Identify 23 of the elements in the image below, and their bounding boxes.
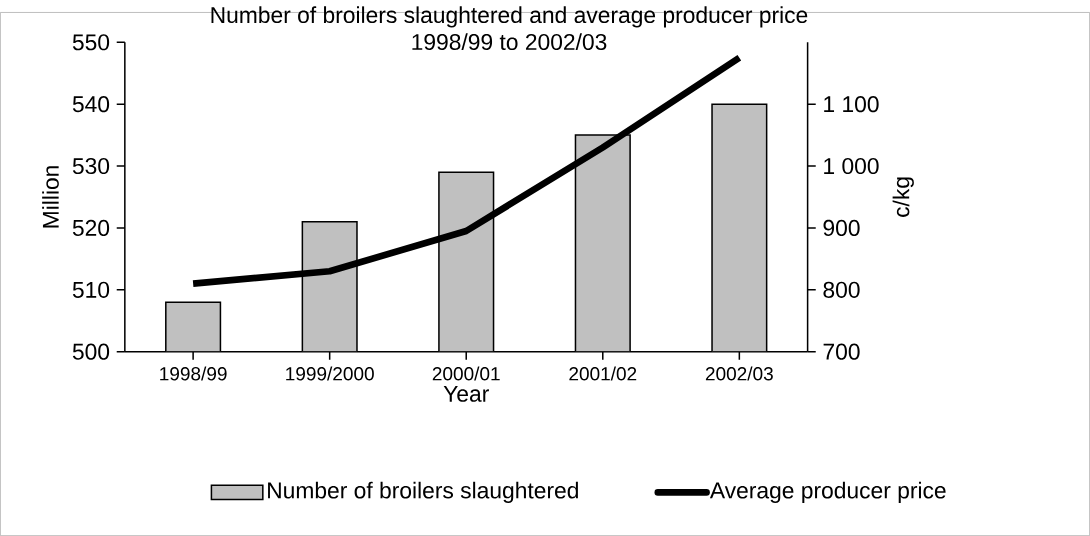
y-tick-label: 530	[72, 157, 110, 175]
y2-tick-label: 900	[823, 219, 860, 236]
x-tick-label: 1999/2000	[286, 366, 374, 381]
y-tick-label: 540	[72, 96, 110, 113]
x-tick-label: 2002/03	[705, 366, 773, 381]
legend-label: Average producer price	[709, 481, 946, 504]
legend-label: Number of broilers slaughtered	[268, 481, 578, 504]
x-tick-label: 2000/01	[432, 366, 500, 381]
x-tick-label: 2001/02	[569, 366, 637, 381]
y2-tick-label: 1 000	[824, 157, 879, 175]
y-axis-title: Million	[42, 166, 59, 228]
y-tick-label: 510	[72, 281, 110, 298]
y2-axis-title: c/kg	[892, 177, 914, 217]
y2-tick-label: 700	[823, 343, 860, 360]
x-tick-label: 1998/99	[160, 366, 227, 381]
y-tick-label: 520	[72, 219, 110, 236]
y-tick-label: 500	[72, 343, 110, 360]
y2-tick-label: 1 100	[824, 96, 879, 113]
chart-title: Number of broilers slaughtered and average producer price	[211, 6, 808, 28]
x-axis-title: Year	[443, 385, 489, 402]
y-tick-label: 550	[72, 34, 110, 51]
y2-tick-label: 800	[823, 281, 860, 298]
chart-subtitle: 1998/99 to 2002/03	[412, 33, 607, 51]
